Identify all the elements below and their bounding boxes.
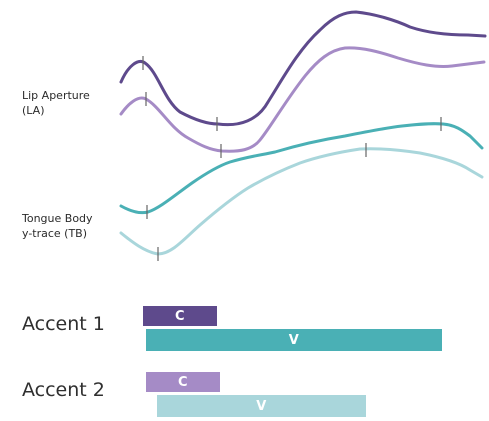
la-trace-accent2 xyxy=(119,46,486,153)
accent1-consonant-bar: C xyxy=(143,306,217,326)
accent2-consonant-label: C xyxy=(177,374,189,390)
tb-trace-accent1 xyxy=(119,122,484,215)
tb-trace-accent2 xyxy=(119,147,484,256)
accent2-label: Accent 2 xyxy=(22,379,105,401)
lip-aperture-label: Lip Aperture (LA) xyxy=(22,88,90,118)
tongue-body-label-line2: y-trace (TB) xyxy=(22,227,88,240)
accent1-consonant-label: C xyxy=(174,308,186,324)
accent1-vowel-label: V xyxy=(288,332,300,348)
lip-aperture-label-line1: Lip Aperture xyxy=(22,89,90,102)
accent2-vowel-bar: V xyxy=(157,395,366,417)
accent2-consonant-bar: C xyxy=(146,372,220,392)
accent2-vowel-label: V xyxy=(256,398,267,414)
accent1-label: Accent 1 xyxy=(22,313,105,335)
accent1-vowel-bar: V xyxy=(146,329,442,351)
lip-aperture-label-line2: (LA) xyxy=(22,104,45,117)
la-trace-accent1 xyxy=(119,10,487,127)
trace-plot xyxy=(119,10,487,261)
tongue-body-label: Tongue Body y-trace (TB) xyxy=(22,211,93,241)
tongue-body-label-line1: Tongue Body xyxy=(22,212,93,225)
landmark-ticks xyxy=(142,56,442,261)
